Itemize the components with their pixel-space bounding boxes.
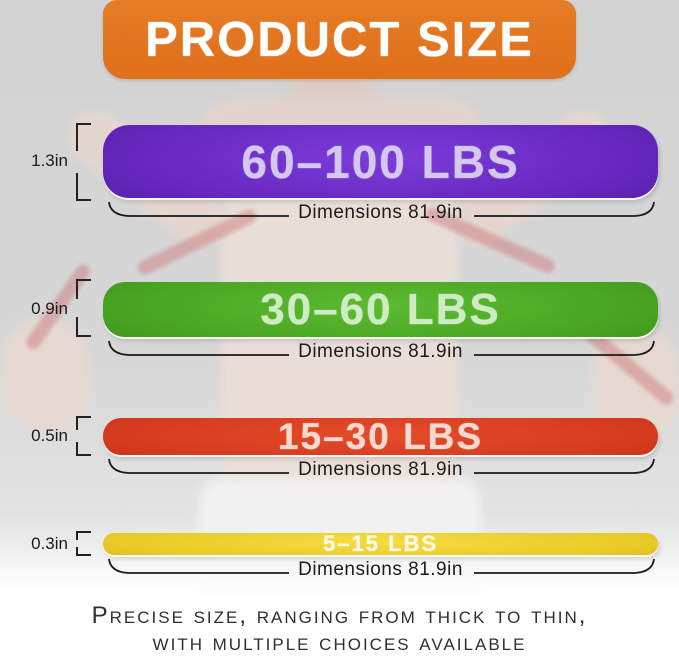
- man-left-fist-silhouette: [0, 320, 90, 430]
- caption: Precise size, ranging from thick to thin…: [0, 602, 679, 656]
- bottom-white-area: [0, 598, 679, 659]
- caption-line-2: with multiple choices available: [152, 629, 527, 656]
- thickness-label-yellow: 0.3in: [31, 534, 68, 553]
- dimension-row-green: Dimensions 81.9in: [103, 339, 658, 365]
- thickness-label-green: 0.9in: [31, 299, 68, 318]
- header-banner: PRODUCT SIZE: [103, 0, 576, 79]
- green-band-weight-label: 30–60 LBS: [260, 284, 501, 334]
- dimension-text: Dimensions 81.9in: [298, 459, 463, 480]
- dimension-row-purple: Dimensions 81.9in: [103, 200, 658, 226]
- thickness-bracket-icon: [75, 122, 93, 202]
- thickness-label-red: 0.5in: [31, 426, 68, 445]
- dimension-line-icon: [108, 458, 655, 474]
- dimension-text: Dimensions 81.9in: [298, 559, 463, 580]
- thickness-bracket-icon: [75, 415, 93, 457]
- red-band: 15–30 LBS: [103, 415, 658, 457]
- red-band-weight-label: 15–30 LBS: [277, 415, 484, 457]
- dimension-line-icon: [108, 558, 655, 574]
- yellow-band-weight-label: 5–15 LBS: [322, 531, 439, 556]
- dimension-row-yellow: Dimensions 81.9in: [103, 557, 658, 583]
- dimension-text: Dimensions 81.9in: [298, 341, 463, 362]
- dimension-row-red: Dimensions 81.9in: [103, 457, 658, 483]
- green-band: 30–60 LBS: [103, 282, 658, 337]
- thickness-bracket-icon: [75, 530, 93, 557]
- caption-line-1: Precise size, ranging from thick to thin…: [91, 602, 588, 629]
- dimension-text: Dimensions 81.9in: [298, 202, 463, 223]
- yellow-band: 5–15 LBS: [103, 531, 658, 556]
- thickness-label-purple: 1.3in: [31, 151, 68, 170]
- page-title: PRODUCT SIZE: [145, 12, 534, 67]
- thickness-bracket-icon: [75, 278, 93, 338]
- purple-band: 60–100 LBS: [103, 125, 658, 198]
- dimension-line-icon: [108, 340, 655, 356]
- dimension-line-icon: [108, 201, 655, 217]
- purple-band-weight-label: 60–100 LBS: [241, 135, 520, 188]
